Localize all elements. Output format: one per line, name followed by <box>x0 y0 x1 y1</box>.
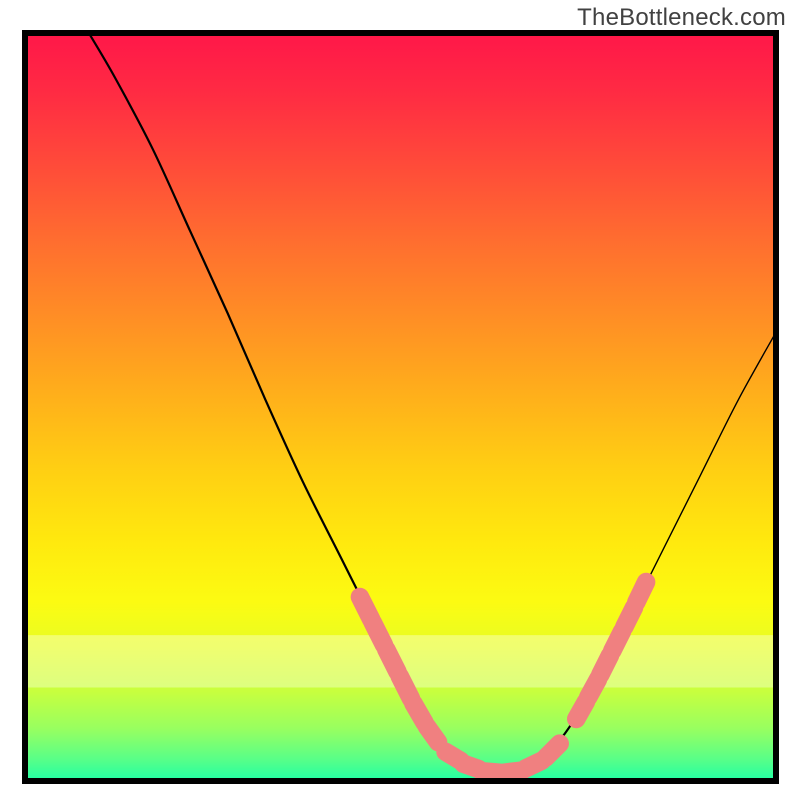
chart-frame: TheBottleneck.com <box>0 0 800 800</box>
bottleneck-plot <box>0 0 800 800</box>
